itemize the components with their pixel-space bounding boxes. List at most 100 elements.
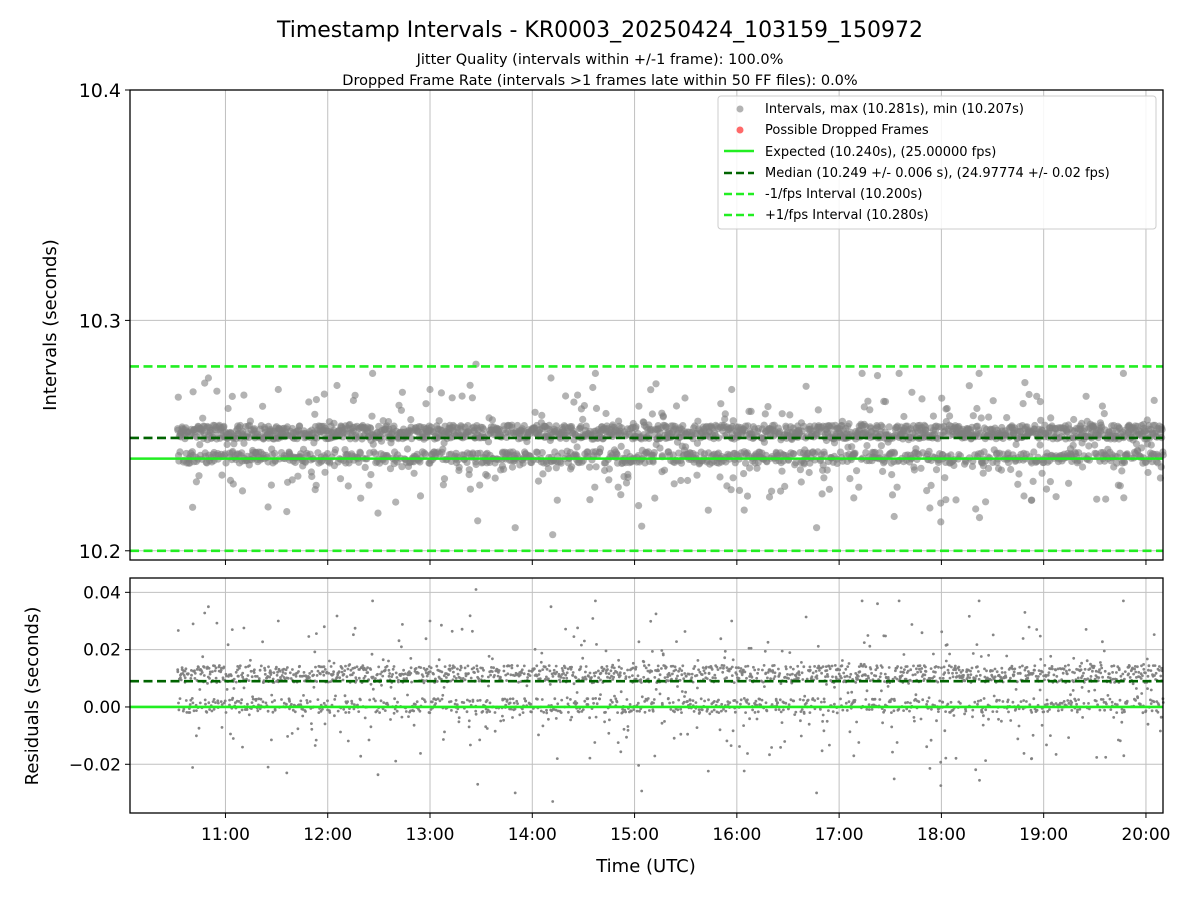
residual-point: [919, 717, 923, 721]
residual-point: [1033, 664, 1037, 668]
interval-point: [781, 482, 789, 490]
residual-point: [776, 701, 779, 705]
residual-point: [678, 678, 682, 682]
residual-point: [314, 738, 318, 742]
interval-point: [330, 419, 338, 427]
residual-point: [1094, 699, 1098, 703]
residual-point: [902, 671, 905, 674]
residual-point: [368, 698, 372, 702]
residual-point: [869, 667, 873, 671]
residual-point: [1094, 669, 1098, 673]
residual-point: [377, 665, 381, 669]
residual-point: [701, 666, 705, 669]
residual-point: [290, 732, 294, 735]
interval-point: [997, 466, 1006, 474]
residual-point: [684, 690, 687, 694]
x-tick-label: 16:00: [712, 825, 761, 845]
residual-point: [920, 667, 924, 670]
residual-point: [673, 665, 677, 669]
residual-point: [913, 719, 916, 723]
residual-point: [753, 668, 757, 672]
residual-point: [445, 676, 448, 679]
residual-point: [797, 670, 801, 673]
residual-point: [768, 753, 771, 757]
residual-point: [525, 684, 529, 688]
residual-point: [385, 664, 389, 668]
residual-point: [428, 670, 432, 673]
legend-expected-label: Expected (10.240s), (25.00000 fps): [765, 145, 996, 160]
residual-point: [419, 752, 422, 755]
residual-point: [551, 800, 555, 803]
interval-point: [174, 425, 182, 433]
residual-point: [818, 669, 821, 672]
residual-point: [722, 666, 725, 670]
residual-point: [273, 699, 276, 702]
residual-point: [296, 727, 300, 731]
interval-point: [483, 472, 491, 480]
residual-point: [923, 677, 926, 681]
interval-point: [866, 406, 874, 414]
legend-plus-fps-label: +1/fps Interval (10.280s): [765, 208, 929, 223]
residual-point: [740, 673, 744, 677]
residual-point: [688, 672, 691, 676]
residual-point: [634, 665, 638, 669]
residual-point: [448, 664, 452, 667]
residual-point: [626, 728, 630, 732]
interval-point: [531, 408, 539, 416]
interval-point: [246, 417, 254, 425]
residual-point: [1007, 710, 1010, 714]
residual-point: [381, 674, 385, 678]
residual-point: [574, 676, 578, 679]
residual-point: [803, 694, 807, 698]
residual-point: [947, 671, 951, 675]
residual-point: [555, 757, 559, 760]
residual-point: [516, 664, 519, 668]
residual-point: [864, 665, 868, 669]
residual-point: [266, 765, 270, 769]
residual-point: [1048, 708, 1051, 711]
residual-point: [632, 708, 636, 711]
residual-point: [252, 671, 256, 674]
residual-point: [604, 671, 608, 675]
residual-point: [725, 739, 729, 743]
residual-point: [917, 700, 921, 704]
residual-point: [800, 671, 804, 675]
interval-point: [553, 496, 561, 504]
residual-point: [622, 727, 626, 731]
residual-point: [1067, 663, 1070, 667]
interval-point: [729, 417, 737, 425]
residual-point: [532, 667, 536, 671]
interval-point: [1065, 479, 1073, 487]
residual-point: [499, 675, 502, 679]
residual-point: [705, 665, 708, 669]
interval-point: [925, 447, 933, 455]
residual-point: [976, 702, 979, 706]
residual-point: [975, 643, 979, 646]
interval-point: [580, 402, 589, 410]
residual-point: [522, 672, 526, 676]
residual-point: [989, 678, 993, 682]
residual-point: [315, 680, 319, 683]
residual-point: [940, 630, 944, 634]
residual-point: [1070, 709, 1074, 712]
residual-point: [552, 668, 556, 672]
residual-point: [429, 666, 433, 670]
residual-point: [1122, 754, 1126, 758]
residual-point: [846, 665, 850, 668]
residual-point: [660, 649, 664, 652]
residual-point: [672, 736, 676, 740]
residual-point: [478, 698, 482, 702]
residual-point: [921, 698, 925, 702]
residual-point: [502, 664, 506, 668]
residual-point: [839, 697, 842, 701]
residual-point: [637, 640, 641, 644]
residual-point: [284, 672, 287, 675]
interval-point: [917, 464, 925, 472]
residual-point: [844, 667, 848, 671]
residual-point: [597, 676, 600, 680]
interval-point: [440, 475, 449, 483]
residual-point: [718, 728, 722, 732]
residual-point: [607, 731, 611, 735]
residual-point: [308, 676, 311, 679]
residual-point: [667, 679, 670, 683]
